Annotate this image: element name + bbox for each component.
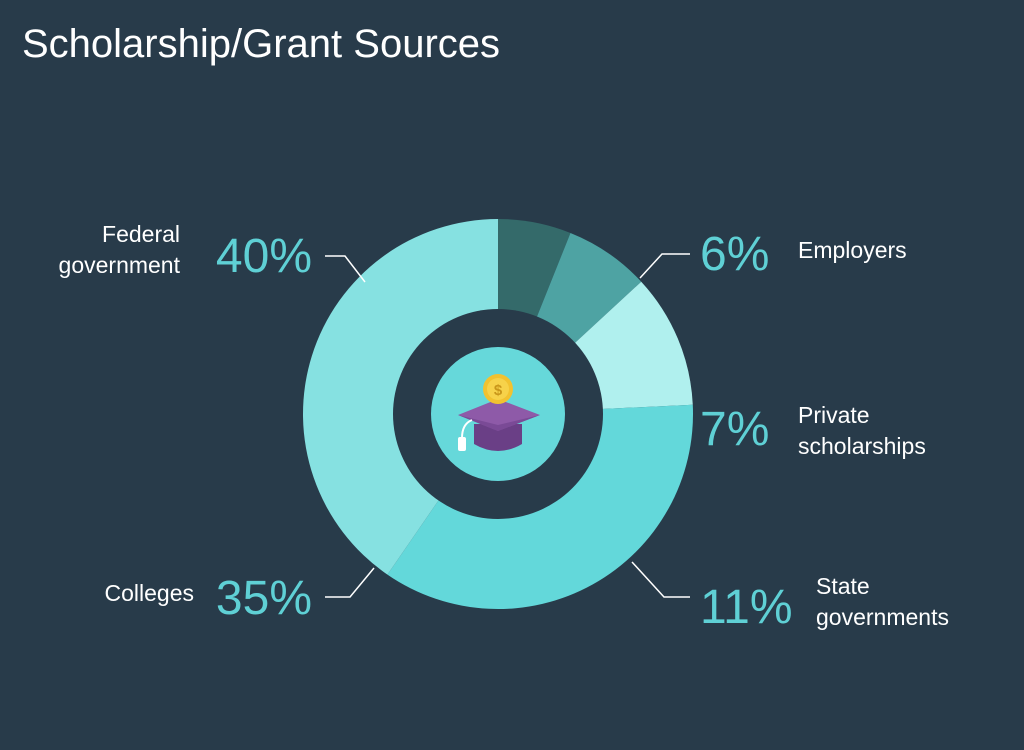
category-label-state-governments: State governments	[816, 573, 949, 630]
svg-text:$: $	[494, 382, 503, 399]
category-label-employers: Employers	[798, 237, 907, 263]
leader-line-employers	[639, 253, 690, 279]
percent-label-employers: 6%	[700, 228, 769, 281]
category-label-private-scholarships: Private scholarships	[798, 402, 926, 459]
percent-label-colleges: 35%	[216, 572, 312, 625]
leader-line-state-governments	[631, 561, 690, 598]
leader-line-colleges	[325, 567, 375, 598]
slice-labels: 6% Employers 7% Private scholarships 11% State…	[59, 221, 949, 634]
leader-line-federal-government	[325, 255, 366, 283]
percent-label-private-scholarships: 7%	[700, 403, 769, 456]
graduation-cap-coin-icon: $	[458, 374, 540, 451]
category-label-federal-government: Federal government	[59, 221, 181, 278]
chart-title: Scholarship/Grant Sources	[22, 22, 501, 66]
percent-label-state-governments: 11%	[700, 581, 793, 634]
percent-label-federal-government: 40%	[216, 230, 312, 283]
category-label-colleges: Colleges	[105, 580, 195, 606]
